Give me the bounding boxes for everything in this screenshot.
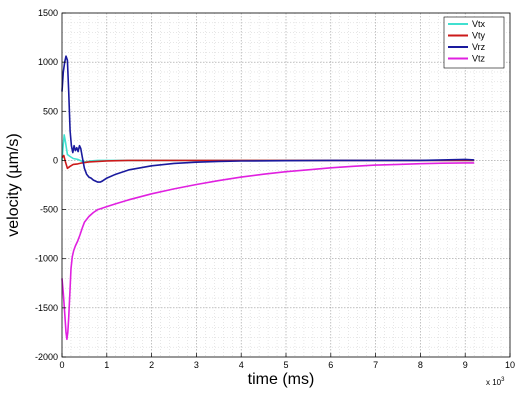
- legend-label-vtx: Vtx: [472, 19, 486, 29]
- legend-label-vtz: Vtz: [472, 54, 486, 64]
- y-tick-label: 500: [43, 106, 58, 116]
- series-line-vrz: [61, 55, 475, 183]
- x-tick-label: 3: [194, 360, 199, 370]
- y-tick-label: -2000: [35, 352, 58, 362]
- series-layer: [61, 55, 475, 341]
- legend-label-vty: Vty: [472, 31, 486, 41]
- legend-label-vrz: Vrz: [472, 42, 486, 52]
- y-tick-label: 1000: [38, 57, 58, 67]
- x-exponent-label: x 103: [486, 377, 505, 387]
- y-tick-label: 1500: [38, 8, 58, 18]
- x-tick-label: 6: [328, 360, 333, 370]
- x-tick-label: 7: [373, 360, 378, 370]
- x-tick-label: 1: [104, 360, 109, 370]
- y-tick-label: -1000: [35, 254, 58, 264]
- x-tick-label: 10: [505, 360, 515, 370]
- y-tick-label: 0: [53, 155, 58, 165]
- x-tick-label: 2: [149, 360, 154, 370]
- x-tick-label: 5: [283, 360, 288, 370]
- y-tick-label: -500: [40, 205, 58, 215]
- x-axis-title: time (ms): [248, 371, 315, 388]
- x-tick-label: 4: [239, 360, 244, 370]
- grid: [62, 13, 510, 357]
- x-tick-label: 0: [59, 360, 64, 370]
- x-tick-label: 8: [418, 360, 423, 370]
- y-tick-label: -1500: [35, 303, 58, 313]
- tick-layer: 0 1 2 3 4 5 6 7 8 9 10 1500 1000 500 0 -500 -1000 -1500 -2…: [35, 8, 515, 370]
- y-axis-title: velocity (µm/s): [5, 133, 22, 236]
- x-tick-label: 9: [463, 360, 468, 370]
- series-line-vtz: [61, 162, 475, 341]
